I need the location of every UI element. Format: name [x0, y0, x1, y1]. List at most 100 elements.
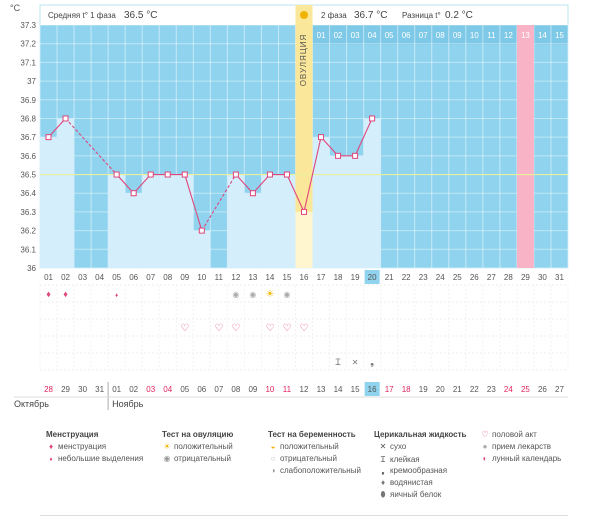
calendar-date: 28: [44, 385, 53, 394]
phase2-day-number: 04: [368, 31, 377, 40]
legend-moon: ◐ лунный календарь: [480, 454, 562, 463]
cycle-day-number: 30: [538, 273, 547, 282]
dry-icon: ✕: [352, 358, 359, 367]
cycle-day-number: 21: [385, 273, 394, 282]
creamy-icon: ❟: [370, 357, 374, 368]
cross-icon: ✕: [379, 442, 387, 451]
temperature-point: [130, 190, 137, 197]
gray-dot-icon: ◉: [163, 454, 171, 463]
heart-icon: ♡: [481, 430, 489, 439]
temperature-point: [266, 171, 273, 178]
y-tick-label: 37.3: [20, 21, 36, 30]
cycle-day-number: 27: [487, 273, 496, 282]
phase2-day-number: 02: [334, 31, 343, 40]
calendar-date: 09: [248, 385, 257, 394]
y-tick-label: 36.6: [20, 152, 36, 161]
phase2-day-number: 05: [385, 31, 394, 40]
calendar-date: 19: [419, 385, 428, 394]
menstruation-icon: ♦: [46, 289, 51, 299]
temperature-point: [113, 171, 120, 178]
temperature-segment: [320, 136, 339, 157]
ovulation-test-positive-icon: ☀: [265, 289, 274, 300]
y-tick-label: 36.4: [20, 189, 36, 198]
cycle-day-number: 22: [402, 273, 411, 282]
calendar-date: 11: [283, 385, 292, 394]
temperature-point: [301, 208, 307, 215]
cycle-day-number: 31: [555, 273, 564, 282]
calendar-date: 18: [402, 385, 411, 394]
temperature-bar: [142, 174, 160, 268]
sticky-icon: Ɪ: [336, 357, 341, 367]
temperature-bar: [278, 174, 296, 268]
bbt-chart: ♦ ♦ ♦ ◉ ◉ ☀ ◉ ♡ ♡ ♡ ♡ ♡ ♡ Ɪ ✕ ❟ °C 37.3 37.2 37.1 37 36.9 36.…: [10, 3, 569, 410]
legend-spotting: ♦ небольшие выделения: [46, 454, 143, 463]
legend-pregtest-weak: ◑ слабоположительный: [268, 466, 361, 475]
phase2-day-number: 13: [521, 31, 530, 40]
cycle-day-number: 19: [351, 273, 360, 282]
calendar-date: 15: [351, 385, 360, 394]
calendar-date: 14: [334, 385, 343, 394]
small-drop-icon: ♦: [49, 457, 53, 463]
calendar-date: 16: [368, 385, 377, 394]
phase2-day-number: 03: [351, 31, 360, 40]
calendar-date: 26: [538, 385, 547, 394]
ovulation-test-negative-icon: ◉: [283, 290, 290, 299]
temperature-point: [45, 134, 52, 141]
temperature-point: [232, 171, 239, 178]
cycle-day-number: 16: [300, 273, 309, 282]
temperature-bar: [363, 118, 381, 268]
temperature-point: [181, 171, 188, 178]
legend-ovtest-pos: ☀ положительный: [163, 442, 233, 451]
temperature-segment: [116, 174, 135, 194]
phase2-day-number: 01: [317, 31, 326, 40]
cycle-day-number: 17: [317, 273, 326, 282]
intercourse-icon: ♡: [300, 323, 309, 334]
calendar-date: 30: [78, 385, 87, 394]
diff-value: 0.2 °C: [445, 10, 473, 21]
legend-cervical-creamy: ❟ кремообразная: [378, 466, 447, 476]
moon-icon: ◐: [482, 454, 488, 463]
temperature-point: [164, 171, 171, 178]
temperature-bar: [176, 174, 194, 268]
sun-icon: ☀: [163, 442, 171, 451]
y-tick-label: 37.2: [20, 40, 36, 49]
temperature-point: [62, 115, 69, 122]
intercourse-icon: ♡: [265, 323, 274, 334]
temperature-bar: [57, 118, 75, 268]
cycle-day-number: 18: [334, 273, 343, 282]
calendar-date: 21: [453, 385, 462, 394]
temperature-point: [249, 190, 256, 197]
y-unit-label: °C: [10, 3, 21, 13]
swirl-icon: ❟: [381, 466, 385, 475]
temperature-point: [335, 152, 342, 159]
cycle-day-number: 05: [112, 273, 121, 282]
legend-cervical-dry: ✕ сухо: [379, 442, 407, 451]
temperature-bar: [108, 174, 126, 268]
month-november: Ноябрь: [112, 399, 144, 409]
temperature-bar: [159, 174, 177, 268]
phase2-day-number: 14: [538, 31, 547, 40]
calendar-date: 02: [129, 385, 138, 394]
calendar-date: 07: [214, 385, 223, 394]
calendar-date: 20: [436, 385, 445, 394]
calendar-date: 01: [112, 385, 121, 394]
temperature-point: [283, 171, 290, 178]
temperature-point: [147, 171, 154, 178]
intercourse-icon: ♡: [282, 323, 291, 334]
y-tick-label: 36.7: [20, 133, 36, 142]
legend-pregtest-pos: ◒ положительный: [268, 442, 339, 451]
temperature-bar: [346, 155, 364, 268]
cycle-day-number: 01: [44, 273, 53, 282]
calendar-date: 12: [300, 385, 309, 394]
legend-ovtest-title: Тест на овуляцию: [162, 430, 234, 439]
legend-cervical-eggwhite: ⬮ яичный белок: [378, 490, 441, 500]
legend-cervical-watery: ♦ водянистая: [378, 478, 433, 487]
temperature-point: [198, 227, 205, 234]
ovulation-bar: [295, 211, 313, 268]
cycle-day-number: 28: [504, 273, 513, 282]
cycle-day-number: 09: [180, 273, 189, 282]
ovulation-sun-icon: [300, 11, 308, 19]
ovulation-test-negative-icon: ◉: [249, 290, 256, 299]
temperature-bar: [125, 193, 143, 268]
